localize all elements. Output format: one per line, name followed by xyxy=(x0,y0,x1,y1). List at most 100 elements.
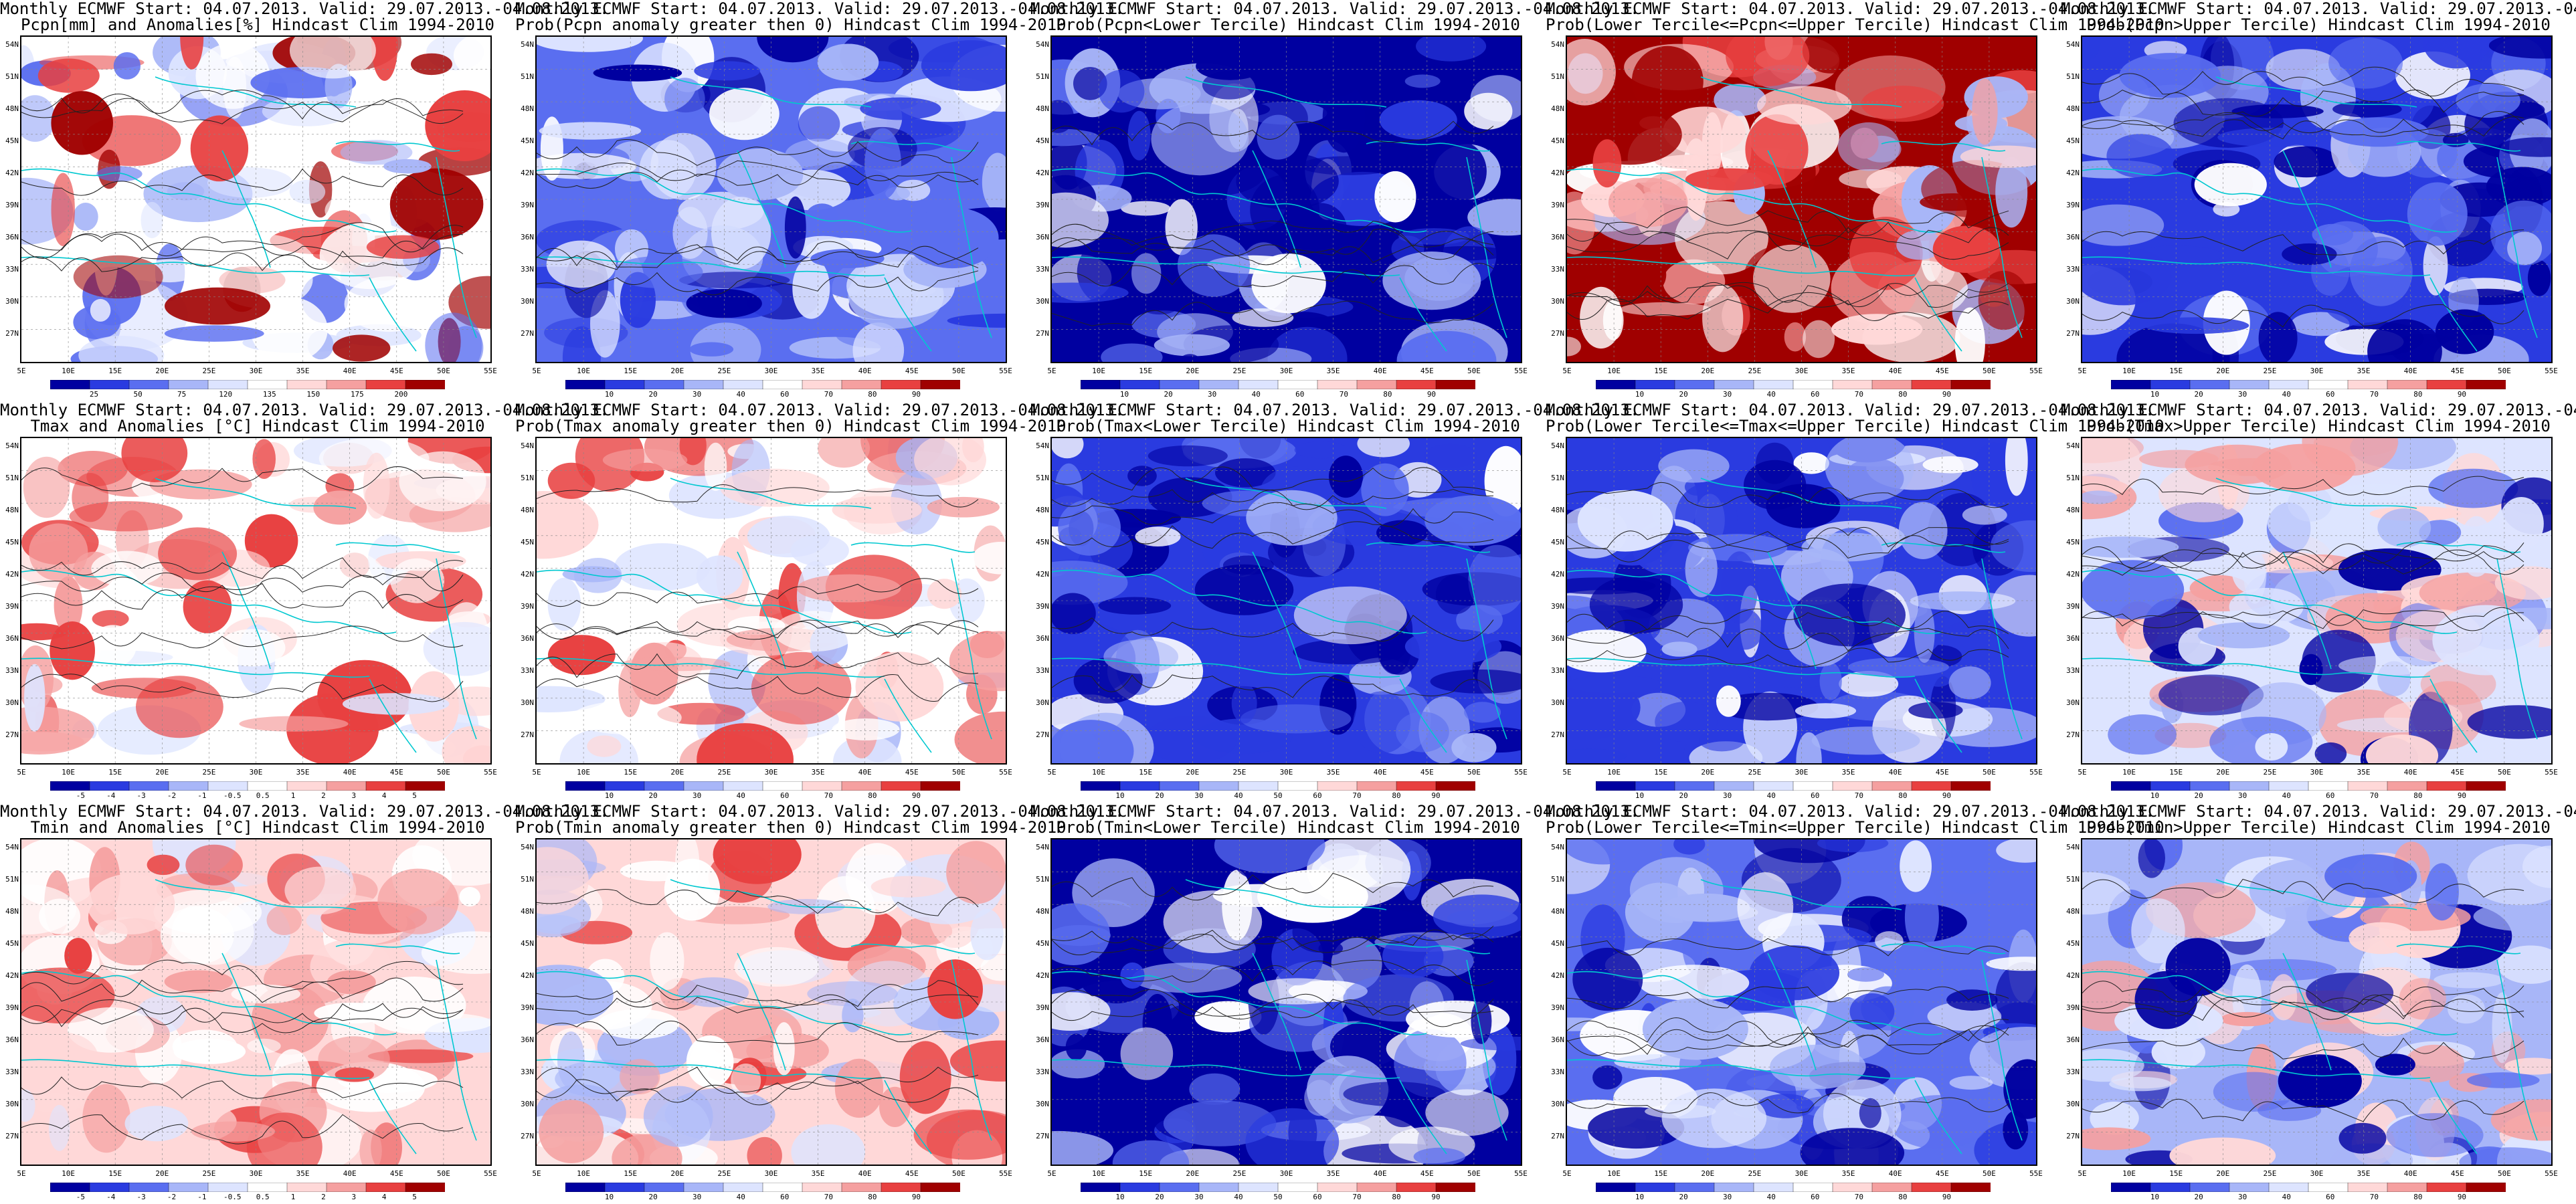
longitude-label: 40E xyxy=(2403,1169,2417,1178)
longitude-label: 15E xyxy=(2169,367,2183,375)
forecast-panel: Monthly ECMWF Start: 04.07.2013. Valid: … xyxy=(1546,401,2165,803)
panel-title-line1: Monthly ECMWF Start: 04.07.2013. Valid: … xyxy=(2061,0,2576,18)
contour-line xyxy=(2082,304,2524,328)
coastline xyxy=(1700,879,1902,910)
field-patch xyxy=(313,490,367,525)
latitude-label: 39N xyxy=(1036,201,1049,209)
latitude-label: 45N xyxy=(1036,136,1049,145)
longitude-label: 35E xyxy=(1326,1169,1340,1178)
field-patch xyxy=(1900,840,1932,892)
panel-title-line2: Prob(Tmin<Lower Tercile) Hindcast Clim 1… xyxy=(1056,818,1520,837)
field-patch xyxy=(50,621,95,680)
field-patch xyxy=(686,289,762,318)
longitude-label: 45E xyxy=(905,367,919,375)
field-patch xyxy=(2082,490,2118,504)
longitude-label: 25E xyxy=(202,768,216,777)
longitude-label: 5E xyxy=(532,1169,541,1178)
longitude-label: 40E xyxy=(343,768,357,777)
colorbar-tick-label: 80 xyxy=(1898,1193,1908,1201)
field-patch xyxy=(21,95,56,142)
field-patch xyxy=(1177,234,1251,297)
latitude-label: 39N xyxy=(5,1003,19,1012)
field-patch xyxy=(1052,1049,1105,1079)
field-patch xyxy=(1567,39,1616,106)
field-patch xyxy=(697,723,794,763)
latitude-label: 42N xyxy=(1551,570,1564,579)
latitude-label: 33N xyxy=(521,265,534,274)
latitude-label: 48N xyxy=(5,104,19,113)
latitude-label: 36N xyxy=(1551,634,1564,643)
field-patch xyxy=(2467,705,2551,739)
longitude-label: 20E xyxy=(1701,768,1715,777)
field-patch xyxy=(64,938,92,974)
coastline xyxy=(1252,952,1301,1071)
field-patch xyxy=(1663,106,1746,155)
field-patch xyxy=(2498,137,2551,157)
field-patch xyxy=(1343,1082,1446,1107)
colorbar-swatch xyxy=(50,1183,90,1192)
colorbar-tick-label: 10 xyxy=(1635,390,1645,399)
field-patch xyxy=(284,866,357,914)
latitude-label: 48N xyxy=(521,506,534,514)
latitude-label: 45N xyxy=(2066,939,2080,948)
colorbar-swatch xyxy=(1792,781,1833,791)
field-patch xyxy=(618,663,642,718)
colorbar-tick-label: 2 xyxy=(321,1193,326,1201)
colorbar-tick-label: 10 xyxy=(2150,1193,2160,1201)
map-plot xyxy=(1566,838,2037,1166)
field-patch xyxy=(602,448,688,472)
latitude-label: 30N xyxy=(5,698,19,707)
coastline xyxy=(2429,1080,2478,1155)
field-patch xyxy=(51,91,113,155)
latitude-label: 27N xyxy=(521,329,534,338)
colorbar-tick-label: 60 xyxy=(780,791,790,800)
colorbar-tick-label: 70 xyxy=(1352,791,1362,800)
latitude-label: 42N xyxy=(1036,971,1049,980)
field-patch xyxy=(172,1029,238,1064)
contour-line xyxy=(1567,221,2009,247)
colorbar-swatch xyxy=(1277,380,1318,389)
colorbar-swatch xyxy=(1081,781,1121,791)
field-patch xyxy=(678,977,749,1007)
colorbar xyxy=(565,781,960,791)
longitude-label: 50E xyxy=(951,367,965,375)
field-patch xyxy=(2367,319,2442,362)
panel-title-line1: Monthly ECMWF Start: 04.07.2013. Valid: … xyxy=(1546,802,2155,821)
longitude-label: 40E xyxy=(1373,1169,1387,1178)
map-plot xyxy=(535,35,1007,363)
colorbar-swatch xyxy=(247,380,288,389)
colorbar-tick-label: 90 xyxy=(2457,390,2467,399)
field-patch xyxy=(190,115,249,182)
longitude-label: 25E xyxy=(2263,768,2277,777)
contour-line xyxy=(537,160,979,189)
longitude-label: 10E xyxy=(2122,367,2136,375)
field-patch xyxy=(2165,938,2231,997)
longitude-label: 20E xyxy=(155,367,169,375)
colorbar-swatch xyxy=(2229,380,2270,389)
latitude-label: 54N xyxy=(521,40,534,49)
longitude-label: 35E xyxy=(811,1169,825,1178)
colorbar-tick-label: 75 xyxy=(177,390,187,399)
longitude-label: 55E xyxy=(2545,1169,2558,1178)
field-patch xyxy=(78,336,165,362)
longitude-label: 40E xyxy=(2403,367,2417,375)
latitude-label: 39N xyxy=(521,1003,534,1012)
coastline xyxy=(1252,551,1301,670)
latitude-label: 30N xyxy=(521,1100,534,1108)
coastline xyxy=(2429,277,2478,352)
field-patch xyxy=(1908,702,1963,719)
field-patch xyxy=(1793,452,1829,474)
colorbar-tick-label: 70 xyxy=(2369,390,2379,399)
colorbar-tick-label: 120 xyxy=(219,390,233,399)
colorbar-swatch xyxy=(1911,781,1952,791)
coastline xyxy=(1767,150,1817,268)
field-patch xyxy=(1179,354,1201,362)
coastline xyxy=(1914,678,1962,753)
contour-line xyxy=(1567,1092,2009,1114)
colorbar-swatch xyxy=(1119,1183,1160,1192)
field-patch xyxy=(1948,666,1991,700)
field-patch xyxy=(927,959,983,1019)
colorbar-tick-label: 80 xyxy=(1392,791,1401,800)
colorbar-tick-label: 40 xyxy=(736,390,745,399)
coastline xyxy=(221,150,271,268)
